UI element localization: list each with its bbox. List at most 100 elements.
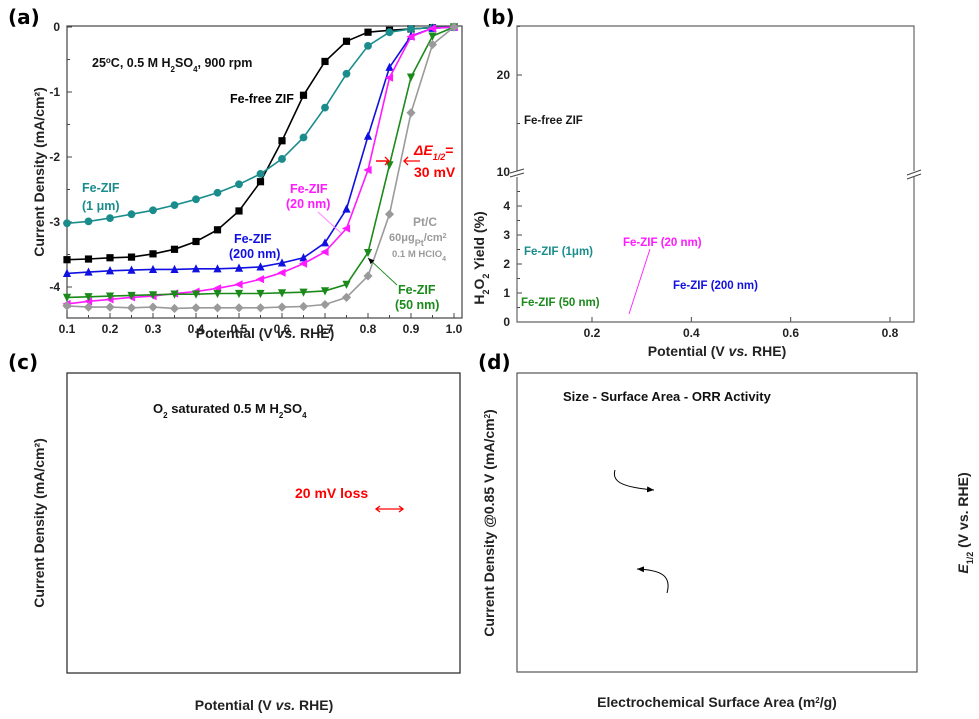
data-point-fe-free-zif [256, 178, 265, 186]
data-point-fe-free-zif [149, 250, 157, 258]
panel-label-a: (a) [8, 5, 40, 29]
data-point-pt-c-60-gpt-cm-0-1-m-hclo4 [341, 292, 352, 302]
data-point-fe-zif-20-nm [427, 24, 437, 33]
data-point-fe-zif-200-nm [213, 264, 222, 273]
y-tick-label-a: 0 [53, 20, 60, 34]
pointer-50nm-a [367, 257, 398, 286]
data-point-fe-zif-200-nm [320, 238, 330, 247]
y-axis-label-d: Current Density @0.85 V (mA/cm2) [481, 409, 497, 636]
data-point-fe-zif-50-nm [320, 287, 330, 296]
data-point-fe-zif-20-nm [298, 259, 308, 268]
label-fe-zif-20nm-a: Fe-ZIF [290, 182, 328, 196]
label-fe-free-zif-b: Fe-free ZIF [524, 115, 583, 127]
y-tick-label-b: 4 [503, 199, 510, 213]
panel-a: (a) 0.1 0.2 0.3 0.4 0.5 0.6 0.7 0.8 0.9 1.0 0 -1 -2 -… [8, 5, 463, 341]
data-point-fe-free-zif [278, 137, 286, 145]
x-tick-label-a: 0.9 [403, 322, 420, 336]
chart-title-d: Size - Surface Area - ORR Activity [563, 389, 772, 404]
data-point-fe-zif-200-nm [105, 266, 115, 275]
panel-d: (d) Size - Surface Area - ORR Activity C… [478, 350, 975, 710]
data-point-fe-zif-200-nm [127, 265, 136, 274]
x-axis-label-d: Electrochemical Surface Area (m2/g) [597, 694, 837, 710]
x-axis-label-a: Potential (V vs. RHE) [196, 325, 335, 341]
data-point-fe-free-zif [84, 255, 93, 263]
data-point-fe-zif-20-nm [255, 275, 265, 284]
x-tick-label-a: 0.4 [188, 322, 205, 336]
data-point-fe-zif-1-m [321, 103, 329, 112]
data-point-pt-c-60-gpt-cm-0-1-m-hclo4 [298, 301, 309, 312]
data-point-pt-c-60-gpt-cm-0-1-m-hclo4 [449, 22, 459, 32]
data-point-fe-free-zif [299, 91, 308, 99]
data-point-pt-c-60-gpt-cm-0-1-m-hclo4 [126, 303, 137, 313]
delta-e-arrowhead-right [403, 156, 420, 166]
data-point-pt-c-60-gpt-cm-0-1-m-hclo4 [427, 39, 438, 50]
data-point-fe-zif-1-m [213, 188, 222, 197]
label-fe-zif-1um-a: Fe-ZIF [82, 181, 120, 195]
condition-annotation-c: O2 saturated 0.5 M H2SO4 [153, 401, 307, 420]
y-tick-label-b: 3 [503, 228, 510, 242]
y-tick-label-b: 2 [503, 257, 510, 271]
data-point-fe-zif-50-nm [84, 293, 93, 302]
data-point-fe-zif-20-nm [341, 224, 351, 233]
x-tick-label-a: 0.3 [145, 322, 162, 336]
label-fe-zif-1um-a-size: (1 μm) [82, 199, 120, 213]
data-point-pt-c-60-gpt-cm-0-1-m-hclo4 [148, 302, 158, 312]
panel-b: (b) 0.2 0.4 0.6 0.8 0 1 2 3 4 10 20 H2O2 Yield (%)… [471, 5, 922, 359]
data-point-fe-zif-1-m [342, 69, 351, 78]
x-tick-label-b: 0.8 [882, 326, 899, 340]
data-point-fe-zif-1-m [364, 41, 372, 50]
y-tick-label-b: 10 [497, 165, 511, 179]
plot-frame-b [516, 25, 915, 323]
data-point-fe-free-zif [192, 237, 200, 246]
data-point-pt-c-60-gpt-cm-0-1-m-hclo4 [406, 108, 416, 118]
label-fe-zif-50nm-a-size: (50 nm) [395, 298, 439, 312]
data-point-fe-zif-200-nm [256, 262, 265, 271]
y-tick-label-a: -4 [49, 280, 60, 294]
y-axis-right-label-d: E1/2 (V vs. RHE) [955, 472, 975, 573]
pointer-20nm-b [628, 248, 651, 315]
data-point-fe-zif-1-m [149, 206, 157, 215]
data-point-fe-free-zif [321, 57, 329, 66]
data-point-fe-zif-1-m [235, 180, 243, 189]
y-axis-label-c: Current Density (mA/cm²) [31, 438, 47, 608]
axis-break-right-mask [908, 171, 920, 177]
data-point-fe-zif-20-nm [363, 165, 372, 175]
arrow-to-right-axis [613, 469, 655, 493]
x-tick-label-a: 0.6 [274, 322, 291, 336]
delta-e-arrowhead-left [376, 156, 390, 166]
data-point-pt-c-60-gpt-cm-0-1-m-hclo4 [234, 303, 244, 313]
axis-break-left [509, 168, 525, 178]
data-point-fe-zif-50-nm [406, 73, 416, 82]
x-tick-label-a: 0.1 [59, 322, 76, 336]
data-point-fe-zif-20-nm [234, 280, 243, 289]
data-point-fe-zif-50-nm [105, 292, 115, 301]
data-point-fe-zif-50-nm [234, 289, 244, 299]
label-fe-zif-200nm-a-size: (200 nm) [229, 247, 280, 261]
data-point-fe-zif-1-m [106, 214, 114, 223]
data-point-pt-c-60-gpt-cm-0-1-m-hclo4 [191, 303, 201, 313]
data-point-pt-c-60-gpt-cm-0-1-m-hclo4 [277, 302, 287, 312]
data-point-pt-c-60-gpt-cm-0-1-m-hclo4 [105, 302, 115, 312]
panel-label-b: (b) [482, 5, 515, 29]
data-point-fe-zif-50-nm [385, 161, 394, 170]
x-tick-label-a: 0.7 [317, 322, 334, 336]
data-point-fe-zif-50-nm [256, 289, 265, 299]
y-tick-label-b: 0 [503, 315, 510, 329]
pointer-20nm-a [317, 211, 342, 234]
data-point-fe-zif-20-nm [277, 268, 286, 277]
data-point-fe-zif-50-nm [213, 289, 222, 299]
axis-break-left-mask [511, 171, 523, 177]
data-point-fe-zif-1-m [63, 219, 71, 228]
delta-e-label: ΔE1/2= [413, 142, 453, 162]
y-axis-label-b: H2O2 Yield (%) [471, 211, 491, 304]
condition-annotation-a: 25oC, 0.5 M H2SO4, 900 rpm [92, 56, 252, 74]
panel-label-c: (c) [8, 350, 38, 374]
data-point-fe-zif-1-m [84, 217, 93, 226]
axis-break-right [906, 169, 922, 180]
label-ptc-loading-a: 60μgPt/cm2 [389, 232, 447, 248]
data-point-fe-zif-200-nm [191, 264, 201, 273]
data-point-fe-zif-200-nm [148, 264, 158, 274]
panel-c: (c) Current Density (mA/cm²) Potential (… [8, 350, 461, 713]
data-point-fe-zif-1-m [256, 170, 265, 178]
y-tick-label-a: -3 [49, 215, 60, 229]
